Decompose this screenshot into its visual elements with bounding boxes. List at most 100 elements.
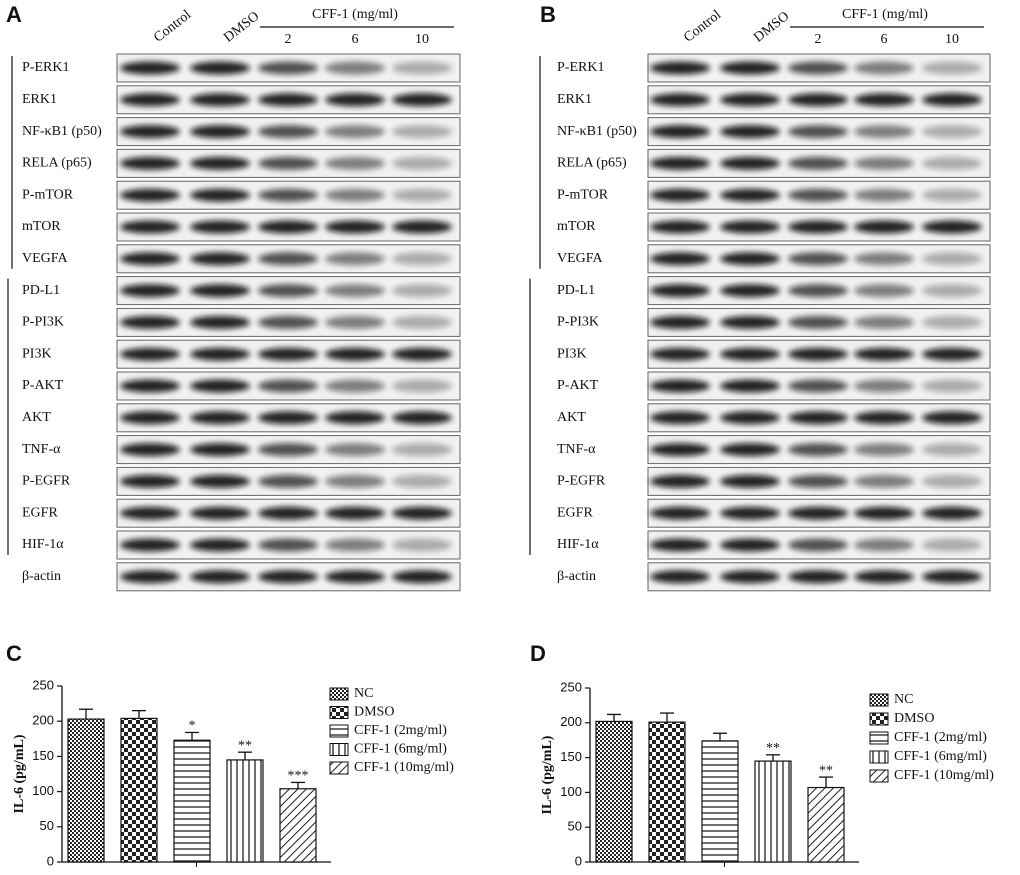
blot-band [720,125,780,139]
blot-band [788,411,848,425]
blot-band [788,93,848,107]
y-tick-label: 100 [560,784,582,799]
protein-label: PD-L1 [557,283,595,298]
y-tick-label: 200 [560,714,582,729]
legend-label: DMSO [354,705,394,720]
protein-label: AKT [557,410,586,425]
error-bar [660,712,674,723]
blot-band [720,411,780,425]
y-tick-label: 0 [575,853,582,868]
blot-band [854,474,914,488]
blot-band [788,315,848,329]
blot-band [190,315,250,329]
protein-label: NF-κB1 (p50) [22,124,102,139]
protein-label: TNF-α [557,442,596,457]
blot-band [392,125,452,139]
blot-band [720,93,780,107]
blot-band [650,411,710,425]
blot-band [922,570,982,584]
blot-band [922,284,982,298]
blot-band [120,252,180,266]
blot-band [788,443,848,457]
protein-label: ERK1 [22,92,57,107]
blot-band [392,570,452,584]
blot-band [788,156,848,170]
protein-label: PI3K [22,346,52,361]
blot-band [854,411,914,425]
blot-band [120,443,180,457]
blot-band [788,379,848,393]
legend-swatch [869,712,889,726]
blot-band [392,220,452,234]
blot-band [392,252,452,266]
legend-swatch [329,761,349,775]
blot-band [854,156,914,170]
blot-band [650,315,710,329]
blot-band [650,347,710,361]
blot-band [922,506,982,520]
blot-band [120,411,180,425]
blot-band [325,61,385,75]
protein-label: P-mTOR [557,187,609,202]
blot-band [190,125,250,139]
blot-band [922,315,982,329]
error-bar [132,709,146,719]
lane-label: Control [681,7,724,45]
legend-swatch [869,769,889,783]
panel-letter: A [6,2,22,27]
legend-swatch [329,724,349,738]
blot-band [258,506,318,520]
blot-band [190,252,250,266]
blot-band [120,347,180,361]
blot-band [720,347,780,361]
blot-band [325,220,385,234]
protein-label: HIF-1α [22,537,64,552]
significance: ** [238,738,252,753]
lane-label: DMSO [751,9,792,46]
protein-label: P-EGFR [22,474,71,489]
blot-band [190,411,250,425]
blot-band [922,474,982,488]
protein-label: β-actin [22,569,61,584]
blot-band [650,188,710,202]
blot-band [258,61,318,75]
blot-band [650,284,710,298]
bar [807,786,845,863]
group-label: CFF-1 (mg/ml) [312,7,398,22]
blot-band [392,474,452,488]
blot-band [325,570,385,584]
legend-swatch [869,731,889,745]
blot-band [325,156,385,170]
lane-label: Control [151,7,194,45]
blot-band [788,125,848,139]
blot-band [854,61,914,75]
legend-label: CFF-1 (2mg/ml) [894,730,987,745]
blot-band [922,156,982,170]
blot-band [650,474,710,488]
blot-band [788,538,848,552]
legend-label: DMSO [894,711,934,726]
blot-band [325,538,385,552]
blot-band [258,93,318,107]
blot-band [720,379,780,393]
legend-label: CFF-1 (10mg/ml) [894,768,994,783]
legend-label: CFF-1 (6mg/ml) [894,749,987,764]
blot-band [922,125,982,139]
blot-band [258,347,318,361]
blot-band [190,220,250,234]
blot-band [120,125,180,139]
blot-band [120,93,180,107]
blot-band [120,315,180,329]
blot-band [854,538,914,552]
legend-swatch [329,743,349,756]
error-bar [185,731,199,741]
blot-band [258,125,318,139]
blot-band [650,506,710,520]
blot-band [190,188,250,202]
protein-label: P-ERK1 [22,60,69,75]
blot-band [650,93,710,107]
protein-label: β-actin [557,569,596,584]
blot-band [720,61,780,75]
blot-band [854,252,914,266]
blot-band [120,284,180,298]
